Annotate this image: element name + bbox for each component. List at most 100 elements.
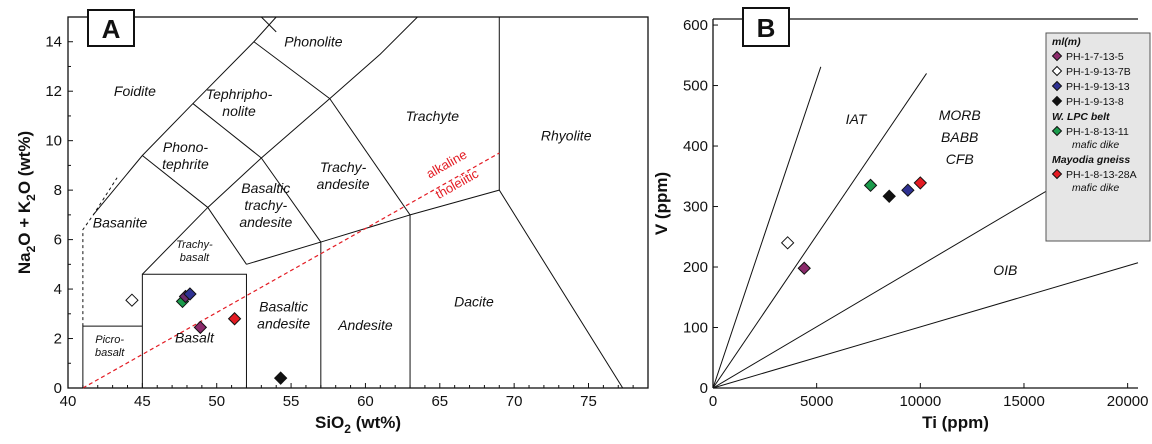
field-label-line: trachy-	[244, 197, 287, 213]
field-label-small: Trachy-basalt	[176, 239, 213, 264]
field-label-line: tephrite	[162, 156, 209, 172]
legend-marker	[1051, 168, 1063, 180]
field-label: Foidite	[114, 83, 156, 99]
field-label: Basaltic trachy-andesite	[239, 180, 292, 230]
data-point	[882, 189, 896, 203]
alkaline-tholeiitic-line	[82, 152, 500, 389]
field-boundary	[142, 16, 418, 275]
field-label: Basaltic andesite	[257, 299, 310, 332]
x-tick-label: 0	[709, 393, 717, 410]
legend-item: PH-1-9-13-8	[1066, 96, 1124, 108]
x-tick-label: 75	[580, 393, 597, 410]
field-boundary	[409, 189, 624, 389]
field-label-line: BABB	[941, 129, 978, 145]
panel-b-letter: B	[757, 13, 776, 43]
field-label: Rhyolite	[541, 128, 592, 144]
x-tick-label: 15000	[1003, 393, 1045, 410]
data-point	[913, 176, 928, 190]
legend-item: PH-1-9-13-7B	[1066, 66, 1131, 78]
y-axis-label: V (ppm)	[652, 172, 671, 235]
field-label-line: Basaltic	[241, 180, 290, 196]
field-boundary	[260, 157, 322, 243]
x-axis-label-part: (wt%)	[351, 413, 401, 432]
legend-marker	[1051, 95, 1063, 107]
legend-box	[1045, 32, 1151, 242]
field-boundary	[260, 16, 277, 33]
x-axis-label-part: SiO	[315, 413, 344, 432]
x-tick-label: 5000	[800, 393, 833, 410]
field-label-line: IAT	[846, 111, 868, 127]
x-axis-label: Ti (ppm)	[922, 413, 989, 432]
legend-item: PH-1-9-13-13	[1066, 81, 1130, 93]
x-tick-label: 40	[60, 393, 77, 410]
field-label: MORB BABB CFB	[939, 107, 981, 167]
data-point	[193, 320, 208, 335]
y-tick-label: 2	[54, 331, 62, 348]
field-label-line: Phono-	[163, 139, 208, 155]
y-tick-label: 200	[683, 259, 708, 276]
field-label-line: andesite	[257, 316, 310, 332]
data-point	[901, 183, 915, 197]
field-boundary	[207, 207, 247, 265]
legend-marker	[1051, 80, 1063, 92]
ti-v-ratio-line	[712, 73, 927, 389]
field-label-small: Picro-basalt	[95, 334, 125, 359]
field-label-line: Andesite	[337, 317, 393, 333]
field-label: Phonolite	[284, 34, 343, 50]
data-point	[227, 312, 242, 326]
field-label: Phono-tephrite	[162, 139, 209, 172]
data-point	[183, 287, 197, 301]
field-boundary	[253, 41, 331, 100]
y-axis-label-part: O (wt%)	[15, 131, 34, 194]
legend-marker	[1051, 65, 1063, 77]
y-tick-label: 100	[683, 320, 708, 337]
field-label-line: Basanite	[93, 214, 148, 230]
field-label: OIB	[993, 262, 1017, 278]
panel-a-letter-box	[87, 9, 135, 47]
field-label: Dacite	[454, 293, 494, 309]
field-label: Basalt	[175, 329, 215, 345]
y-axis-label-part: O + K	[15, 200, 34, 246]
y-tick-label: 8	[54, 182, 62, 199]
legend-header: ml(m)	[1052, 36, 1081, 48]
x-tick-label: 60	[357, 393, 374, 410]
ti-v-ratio-line	[712, 262, 1139, 389]
legend-item: PH-1-8-13-11	[1066, 126, 1129, 138]
y-tick-label: 12	[45, 83, 62, 100]
data-point	[125, 293, 139, 307]
x-tick-label: 45	[134, 393, 151, 410]
field-boundary	[142, 155, 209, 208]
field-label-small-line: Trachy-	[176, 239, 213, 251]
y-tick-label: 4	[54, 281, 62, 298]
y-tick-label: 500	[683, 78, 708, 95]
y-tick-label: 600	[683, 17, 708, 34]
panel-b-chart: 0 5000 10000 15000 20000 0 100 200 300 400 500 600 T…	[652, 7, 1151, 432]
field-label-line: Foidite	[114, 83, 156, 99]
ti-v-ratio-line	[712, 66, 822, 389]
data-point	[797, 261, 811, 275]
field-label-line: Basalt	[175, 329, 215, 345]
field-label-line: andesite	[317, 176, 370, 192]
field-label-line: MORB	[939, 107, 981, 123]
legend-item: PH-1-8-13-28A	[1066, 169, 1137, 181]
field-label: Basanite	[93, 214, 148, 230]
field-label: Andesite	[337, 317, 393, 333]
field-label-line: Tephripho-	[206, 86, 273, 102]
field-boundary	[192, 103, 262, 159]
field-boundary-dashed	[82, 177, 118, 327]
y-tick-label: 400	[683, 138, 708, 155]
field-label-small-line: basalt	[95, 347, 125, 359]
field-label-line: Rhyolite	[541, 128, 592, 144]
field-label: Tephripho-nolite	[206, 86, 273, 119]
field-label-line: OIB	[993, 262, 1017, 278]
x-tick-label: 10000	[899, 393, 941, 410]
x-axis-label-sub: 2	[344, 422, 351, 436]
legend-note: mafic dike	[1072, 182, 1119, 194]
x-tick-label: 70	[506, 393, 523, 410]
panel-a-frame	[67, 16, 649, 389]
legend: ml(m) PH-1-7-13-5 PH-1-9-13-7B PH-1-9-13-13…	[1045, 32, 1151, 242]
x-axis-label: SiO2 (wt%)	[315, 413, 401, 436]
field-label-small-line: basalt	[180, 252, 210, 264]
field-label-line: Dacite	[454, 293, 494, 309]
field-label-small-line: Picro-	[95, 334, 124, 346]
